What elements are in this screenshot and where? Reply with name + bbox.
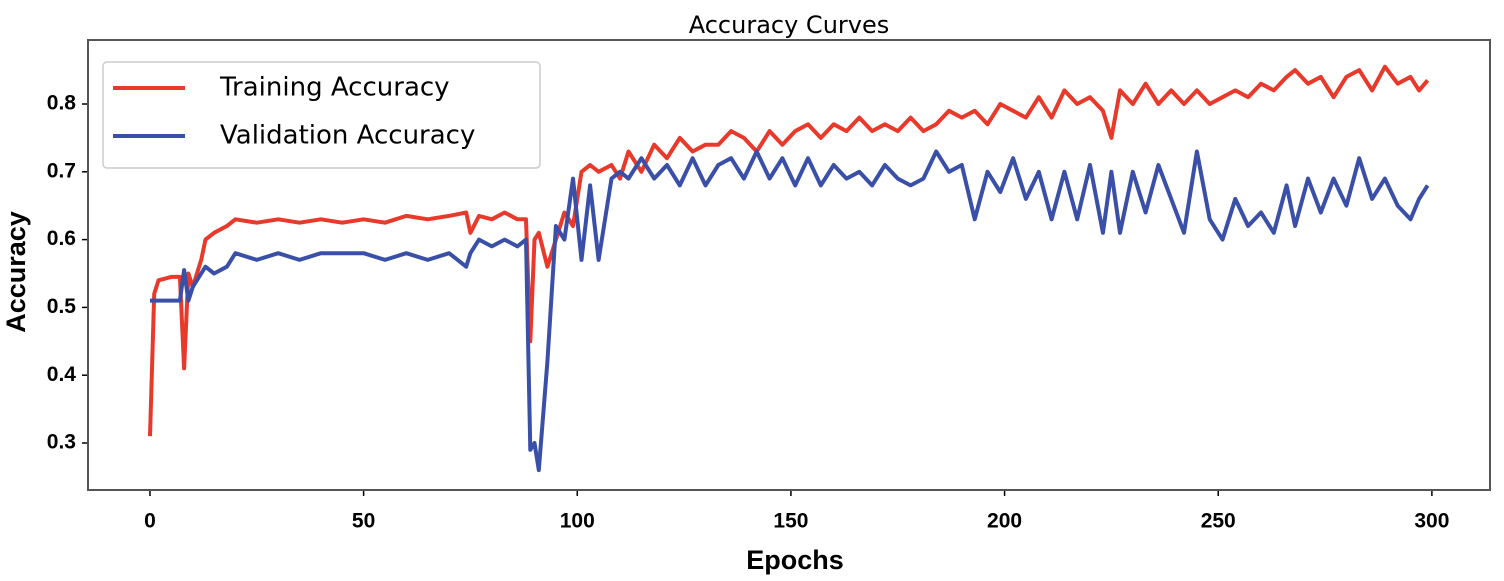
y-tick-label: 0.5 <box>47 295 77 318</box>
y-tick-label: 0.3 <box>47 431 76 454</box>
x-axis-label: Epochs <box>746 545 844 575</box>
x-tick-label: 50 <box>352 510 375 533</box>
x-tick-label: 300 <box>1414 510 1449 533</box>
legend-label: Training Accuracy <box>219 73 450 103</box>
x-tick-label: 200 <box>987 510 1022 533</box>
y-tick-label: 0.6 <box>47 227 76 250</box>
plot-frame <box>87 39 1491 491</box>
x-tick-label: 0 <box>144 510 156 533</box>
x-tick-label: 150 <box>773 510 808 533</box>
legend-label: Validation Accuracy <box>220 121 475 151</box>
y-tick-label: 0.7 <box>47 159 76 182</box>
y-tick-label: 0.8 <box>47 92 77 115</box>
x-tick-label: 250 <box>1201 510 1236 533</box>
x-tick-label: 100 <box>560 510 595 533</box>
legend-box <box>102 61 541 169</box>
y-tick-label: 0.4 <box>47 363 77 386</box>
data-line <box>150 149 1430 473</box>
chart-title: Accuracy Curves <box>689 11 890 39</box>
data-line <box>148 64 1430 437</box>
y-axis-label: Accuracy <box>1 211 31 333</box>
